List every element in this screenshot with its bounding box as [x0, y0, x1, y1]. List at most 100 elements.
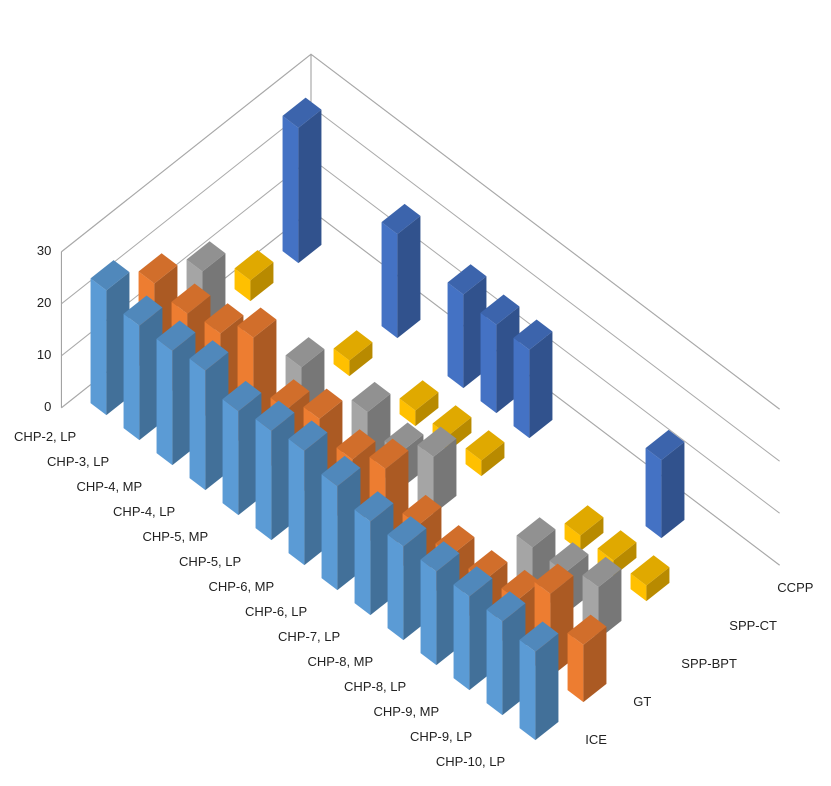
- bar-top: [369, 438, 409, 469]
- bar-front: [420, 559, 437, 666]
- bar-side: [433, 438, 457, 515]
- category-label: CHP-4, LP: [113, 504, 175, 519]
- bar-top: [186, 241, 226, 272]
- bar: [564, 505, 604, 552]
- bar-top: [90, 260, 130, 291]
- bar-front: [480, 312, 497, 414]
- bar-front: [381, 222, 398, 339]
- bar-front: [321, 474, 338, 591]
- grid-line: [61, 53, 780, 410]
- bar-top: [387, 516, 427, 547]
- category-label: CHP-2, LP: [14, 429, 76, 444]
- bar-side: [415, 392, 439, 427]
- bar-front: [630, 573, 647, 602]
- bar: [645, 429, 685, 539]
- bar-top: [513, 319, 553, 350]
- category-label: CHP-9, LP: [410, 729, 472, 744]
- bar-top: [399, 380, 439, 411]
- category-label: CHP-4, MP: [76, 479, 142, 494]
- bar-front: [519, 639, 536, 741]
- bar-top: [204, 303, 244, 334]
- bar-side: [598, 568, 622, 640]
- category-label: CHP-5, LP: [179, 554, 241, 569]
- category-label: CHP-6, MP: [208, 579, 274, 594]
- bar-top: [123, 295, 163, 326]
- series-label: ICE: [585, 732, 607, 747]
- bar-front: [255, 418, 272, 541]
- bar-top: [420, 541, 460, 572]
- bar-front: [465, 448, 482, 477]
- bar-front: [447, 282, 464, 389]
- category-label: CHP-8, MP: [307, 654, 373, 669]
- bar-top: [567, 614, 607, 645]
- bar-front: [486, 609, 503, 716]
- bar-top: [417, 426, 457, 457]
- bar-top: [336, 429, 376, 460]
- bar-side: [298, 109, 322, 264]
- z-tick-label: 30: [37, 243, 51, 258]
- category-label: CHP-7, LP: [278, 629, 340, 644]
- bar: [333, 330, 373, 377]
- bar-top: [534, 563, 574, 594]
- bar-top: [189, 340, 229, 371]
- bar-side: [481, 442, 505, 477]
- bar-front: [387, 534, 404, 641]
- bar: [381, 203, 421, 339]
- bar-top: [354, 491, 394, 522]
- bar-front: [156, 338, 173, 466]
- bar: [399, 380, 439, 427]
- bar-top: [645, 429, 685, 461]
- bar-side: [661, 441, 685, 539]
- series-label: GT: [633, 694, 651, 709]
- bar: [630, 555, 670, 602]
- bar: [519, 621, 559, 741]
- series-label: SPP-CT: [729, 618, 777, 633]
- bar-front: [513, 337, 530, 439]
- bar-front: [90, 278, 107, 416]
- category-label: CHP-6, LP: [245, 604, 307, 619]
- bar-side: [580, 517, 604, 552]
- z-tick-label: 10: [37, 347, 51, 362]
- bar-top: [447, 264, 487, 295]
- bar-top: [288, 420, 328, 451]
- bar-front: [417, 444, 434, 515]
- bar-top: [222, 380, 262, 412]
- bar: [417, 426, 457, 515]
- category-label: CHP-9, MP: [373, 704, 439, 719]
- bar-side: [583, 626, 607, 703]
- bar-front: [234, 268, 251, 302]
- bar-top: [381, 203, 421, 235]
- bar-top: [465, 430, 505, 461]
- bar-top: [597, 530, 637, 561]
- z-tick-label: 20: [37, 295, 51, 310]
- series-label: CCPP: [777, 580, 813, 595]
- bar-front: [453, 584, 470, 691]
- bar: [189, 340, 229, 491]
- bar-top: [285, 337, 325, 368]
- bar-front: [399, 398, 416, 427]
- bar-top: [321, 455, 361, 487]
- bar-side: [646, 567, 670, 602]
- category-label: CHP-8, LP: [344, 679, 406, 694]
- bar-top: [282, 97, 322, 128]
- bar-top: [351, 381, 391, 413]
- bar-top: [486, 591, 526, 622]
- bar-top: [333, 330, 373, 361]
- bar-top: [480, 294, 520, 325]
- bar: [567, 614, 607, 703]
- category-label: CHP-10, LP: [436, 754, 505, 769]
- category-label: CHP-5, MP: [142, 529, 208, 544]
- bar-front: [645, 448, 662, 539]
- bar-top: [234, 250, 274, 281]
- bar-top: [303, 388, 343, 419]
- z-tick-label: 0: [44, 399, 51, 414]
- bar-front: [333, 348, 350, 377]
- bar-side: [529, 331, 553, 439]
- bar-front: [354, 509, 371, 616]
- series-label: SPP-BPT: [681, 656, 737, 671]
- bar-front: [123, 313, 140, 441]
- bar-front: [288, 438, 305, 566]
- bar-front: [564, 523, 581, 552]
- bar-front: [222, 399, 239, 516]
